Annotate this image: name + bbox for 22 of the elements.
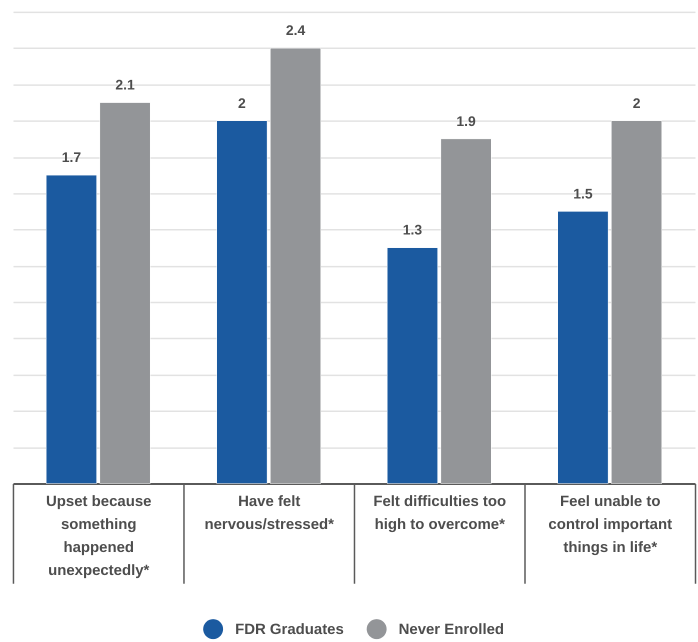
data-label: 2 xyxy=(238,94,246,111)
data-label: 1.5 xyxy=(573,185,593,202)
legend-label: FDR Graduates xyxy=(235,621,344,638)
data-label: 2 xyxy=(632,94,641,111)
x-tick-label: Feel unable to control important things in life* xyxy=(548,492,672,556)
bar xyxy=(216,120,268,484)
bar xyxy=(100,102,150,484)
legend-label: Never Enrolled xyxy=(398,621,504,638)
bar xyxy=(611,120,662,484)
x-tick-label: Upset because something happened unexpectedly* xyxy=(46,492,152,579)
data-label: 2.1 xyxy=(115,76,135,93)
x-tick-label: Felt difficulties too high to overcome* xyxy=(373,492,506,533)
data-label: 1.7 xyxy=(62,149,82,166)
data-label: 1.3 xyxy=(402,222,422,238)
bar xyxy=(46,174,97,484)
bar xyxy=(386,247,438,484)
data-label: 1.9 xyxy=(456,112,476,129)
bar xyxy=(557,211,608,484)
data-label: 2.4 xyxy=(286,22,306,38)
x-tick-label: Have felt nervous/stressed* xyxy=(204,492,334,533)
bar xyxy=(440,138,492,484)
bar xyxy=(270,48,321,484)
